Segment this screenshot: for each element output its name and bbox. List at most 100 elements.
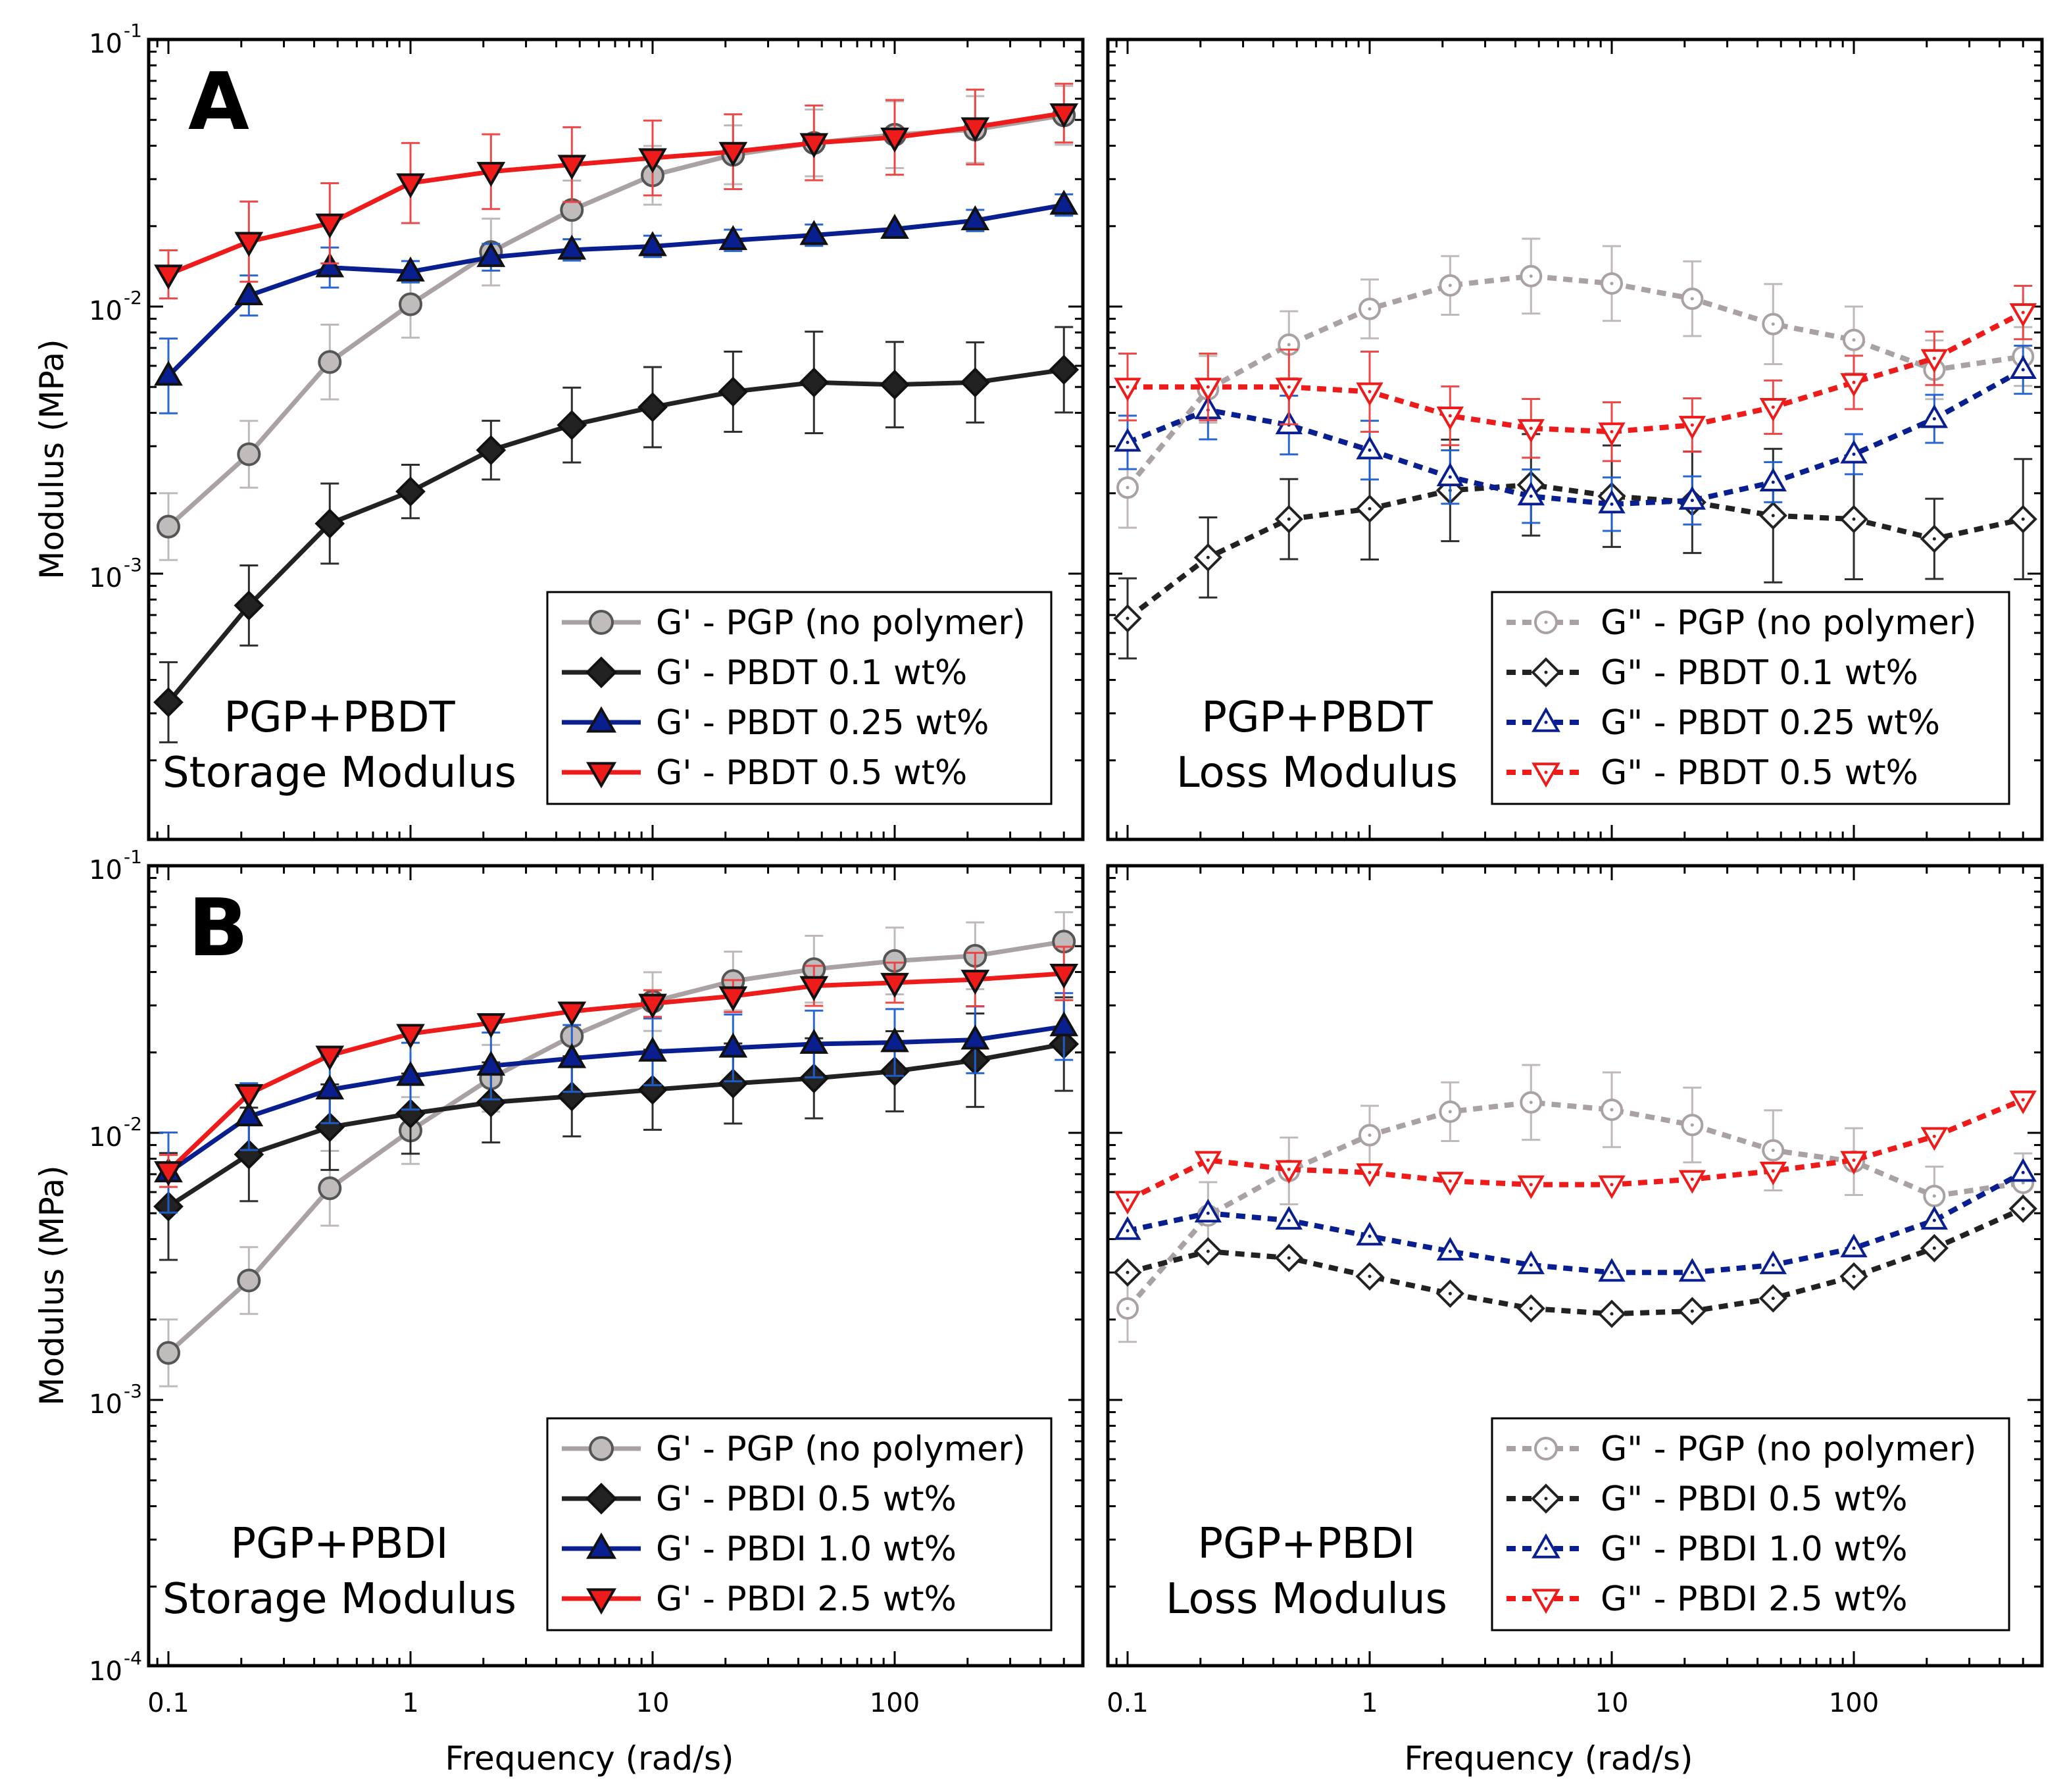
data-point bbox=[157, 1341, 180, 1365]
data-point-dot bbox=[1206, 1249, 1210, 1253]
series-line bbox=[166, 971, 1064, 1173]
data-point bbox=[157, 514, 180, 539]
data-point-dot bbox=[2021, 517, 2025, 521]
data-point bbox=[315, 1045, 345, 1071]
data-point bbox=[557, 234, 587, 260]
series-line bbox=[166, 203, 1064, 378]
x-axis-title: Frequency (rad/s) bbox=[445, 1739, 734, 1778]
data-point bbox=[1275, 378, 1303, 402]
x-axis-title: Frequency (rad/s) bbox=[1404, 1739, 1693, 1778]
legend-B-storage: G' - PGP (no polymer) G' - PBDI 0.5 wt% G'… bbox=[546, 1417, 1053, 1631]
data-point-dot bbox=[1206, 555, 1210, 559]
data-point-dot bbox=[1690, 1309, 1694, 1313]
data-point bbox=[1517, 482, 1545, 506]
data-point bbox=[396, 173, 425, 199]
data-point bbox=[154, 1161, 183, 1187]
data-point bbox=[1678, 1170, 1706, 1194]
data-point bbox=[1049, 355, 1080, 385]
x-tick-label: 0.1 bbox=[1107, 1688, 1149, 1718]
series-1 bbox=[153, 326, 1080, 743]
legend-label: G' - PBDI 0.5 wt% bbox=[656, 1480, 957, 1519]
legend-swatch-marker bbox=[585, 762, 617, 789]
legend-A-loss: G" - PGP (no polymer) G" - PBDT 0.1 wt% G"… bbox=[1491, 591, 2010, 805]
data-point bbox=[1517, 1175, 1545, 1199]
data-point-dot bbox=[1771, 405, 1775, 409]
data-point-dot bbox=[1368, 448, 1372, 452]
data-point-dot bbox=[1287, 1167, 1291, 1171]
series-2 bbox=[154, 992, 1079, 1214]
x-tick-label: 1 bbox=[1361, 1688, 1378, 1718]
data-point-dot bbox=[1690, 1178, 1694, 1182]
data-point-dot bbox=[1852, 1274, 1856, 1278]
data-point bbox=[1759, 1250, 1787, 1274]
data-point-dot bbox=[1287, 1256, 1291, 1260]
y-tick-label: 10 bbox=[89, 29, 122, 59]
data-point bbox=[1194, 1199, 1222, 1223]
legend-swatch-marker bbox=[589, 610, 614, 635]
legend-item: G' - PBDT 0.1 wt% bbox=[562, 653, 967, 693]
axis-ticks bbox=[149, 38, 2042, 1666]
data-point-dot bbox=[2021, 1098, 2025, 1102]
data-point bbox=[1356, 1222, 1383, 1246]
data-point bbox=[315, 252, 345, 278]
data-point-dot bbox=[1690, 1270, 1694, 1274]
panel-title-line: Storage Modulus bbox=[162, 1575, 516, 1624]
data-point bbox=[1436, 407, 1464, 431]
data-point bbox=[799, 976, 829, 1001]
data-point-dot bbox=[1610, 430, 1614, 434]
data-point bbox=[314, 509, 345, 539]
legend-swatch-dot bbox=[1544, 1497, 1548, 1501]
data-point bbox=[2009, 303, 2037, 328]
legend-swatch-marker bbox=[1532, 707, 1560, 732]
data-point bbox=[1759, 467, 1787, 491]
series-0 bbox=[1116, 1064, 2035, 1343]
data-point bbox=[799, 220, 829, 245]
legend-item: G" - PBDI 1.0 wt% bbox=[1507, 1530, 1908, 1569]
legend-item: G' - PBDI 2.5 wt% bbox=[562, 1580, 957, 1619]
legend-item: G" - PGP (no polymer) bbox=[1507, 603, 1977, 643]
data-point bbox=[637, 392, 668, 422]
data-point-dot bbox=[1932, 1194, 1936, 1198]
data-point bbox=[1436, 462, 1464, 487]
y-tick-label: 10 bbox=[89, 1389, 122, 1420]
legend-swatch-dot bbox=[1544, 670, 1548, 674]
legend-label: G' - PBDI 2.5 wt% bbox=[656, 1580, 957, 1619]
y-tick-exponent: -3 bbox=[124, 554, 142, 576]
legend-A-storage: G' - PGP (no polymer) G' - PBDT 0.1 wt% G'… bbox=[546, 591, 1053, 805]
data-point-dot bbox=[1771, 322, 1775, 326]
data-point bbox=[234, 1101, 264, 1127]
data-point-dot bbox=[2021, 1181, 2025, 1185]
data-point-dot bbox=[1126, 1229, 1130, 1233]
data-point bbox=[476, 241, 506, 267]
data-point bbox=[1678, 1258, 1706, 1282]
data-point-dot bbox=[1610, 1183, 1614, 1187]
series-line bbox=[166, 939, 1064, 1355]
series-line bbox=[1126, 367, 2025, 507]
data-point-dot bbox=[1610, 1312, 1614, 1316]
data-point-dot bbox=[1852, 517, 1856, 521]
data-point bbox=[234, 1083, 264, 1109]
data-point-dot bbox=[1368, 1133, 1372, 1137]
data-point bbox=[154, 361, 183, 386]
panel-title-line: Loss Modulus bbox=[1176, 749, 1458, 797]
data-point bbox=[880, 369, 910, 400]
series-0 bbox=[1116, 237, 2035, 529]
series-line bbox=[1128, 310, 2025, 435]
series-2 bbox=[1114, 1158, 2037, 1282]
data-point bbox=[880, 972, 909, 998]
data-point-dot bbox=[1932, 417, 1936, 421]
data-point bbox=[234, 280, 264, 305]
data-point-dot bbox=[1690, 1123, 1694, 1127]
panel-A-storage bbox=[153, 82, 1080, 743]
legend-item: G" - PBDT 0.25 wt% bbox=[1507, 703, 1940, 743]
x-tick-label: 10 bbox=[636, 1688, 670, 1718]
legend-label: G" - PBDT 0.1 wt% bbox=[1601, 653, 1918, 693]
data-point-dot bbox=[1932, 1218, 1936, 1222]
legend-item: G' - PGP (no polymer) bbox=[562, 603, 1026, 643]
data-point bbox=[718, 1068, 749, 1099]
data-point bbox=[153, 687, 184, 718]
data-point-dot bbox=[1529, 1263, 1533, 1267]
data-point-dot bbox=[1771, 1149, 1775, 1153]
data-point-dot bbox=[1126, 1198, 1130, 1202]
